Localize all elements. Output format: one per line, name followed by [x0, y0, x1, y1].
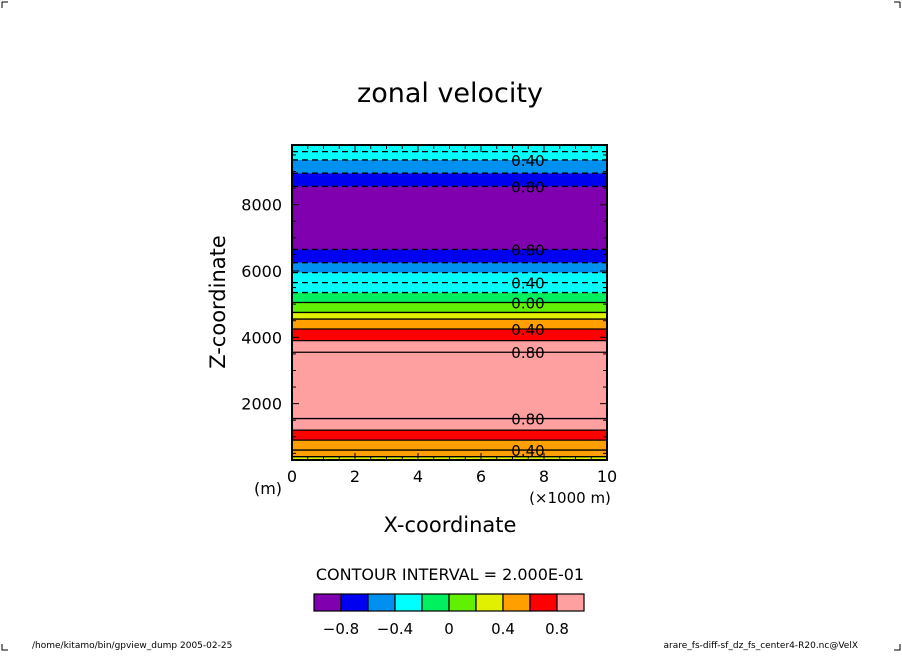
- x-tick-labels: 0 2 4 6 8 10: [287, 467, 617, 486]
- x-tick-label: 4: [413, 467, 423, 486]
- colorbar-swatch: [367, 593, 396, 612]
- x-tick-label: 10: [597, 467, 617, 486]
- colorbar-swatch: [475, 593, 504, 612]
- contour-band: [292, 302, 607, 313]
- contour-label: 0.40: [511, 442, 544, 460]
- contour-label: 0.80: [511, 178, 544, 196]
- x-scale-label: (×1000 m): [529, 489, 611, 507]
- corner-mark-bottom-left: [1, 644, 8, 651]
- contour-band: [292, 292, 607, 303]
- contour-band: [292, 418, 607, 431]
- contour-label: 0.40: [511, 275, 544, 293]
- x-unit-label: (m): [254, 479, 282, 498]
- y-tick-label: 8000: [241, 196, 282, 215]
- contour-band: [292, 282, 607, 293]
- x-tick-label: 8: [539, 467, 549, 486]
- plot-frame: [291, 144, 608, 461]
- contour-label: 0.00: [511, 295, 544, 313]
- contour-label: 0.80: [511, 344, 544, 362]
- colorbar-swatch: [556, 593, 585, 612]
- contour-band: [292, 440, 607, 451]
- corner-mark-top-left: [1, 1, 8, 8]
- colorbar-swatch: [502, 593, 531, 612]
- contour-band: [292, 352, 607, 419]
- footer-right: arare_fs-diff-sf_dz_fs_center4-R20.nc@Ve…: [664, 641, 859, 651]
- y-tick-label: 2000: [241, 395, 282, 414]
- corner-mark-top-right: [894, 1, 901, 8]
- contour-label: 0.80: [511, 411, 544, 429]
- colorbar-swatch: [313, 593, 342, 612]
- colorbar-swatch: [340, 593, 369, 612]
- x-tick-label: 0: [287, 467, 297, 486]
- y-tick-labels: 2000 4000 6000 8000: [241, 196, 282, 414]
- x-tick-label: 6: [476, 467, 486, 486]
- contour-band: [292, 173, 607, 187]
- contour-bands: [292, 145, 607, 460]
- footer-left: /home/kitamo/bin/gpview_dump 2005-02-25: [32, 641, 232, 651]
- contour-labels: 0.40 0.80 0.80 0.40 0.00 0.40 0.80 0.80 0.40: [511, 152, 544, 460]
- colorbar-tick-label: −0.8: [323, 620, 359, 638]
- colorbar-tick-label: 0.8: [545, 620, 569, 638]
- contour-band: [292, 340, 607, 353]
- contour-band: [292, 319, 607, 330]
- colorbar-swatch: [421, 593, 450, 612]
- x-axis-label: X-coordinate: [384, 513, 517, 537]
- y-tick-label: 4000: [241, 328, 282, 347]
- colorbar-swatch: [529, 593, 558, 612]
- contour-interval-text: CONTOUR INTERVAL = 2.000E-01: [316, 565, 584, 584]
- contour-band: [292, 186, 607, 250]
- y-tick-label: 6000: [241, 262, 282, 281]
- colorbar-swatch: [394, 593, 423, 612]
- colorbar-tick-label: −0.4: [377, 620, 413, 638]
- chart-title: zonal velocity: [357, 78, 543, 109]
- contour-band: [292, 450, 607, 457]
- x-tick-label: 2: [350, 467, 360, 486]
- corner-mark-bottom-right: [894, 644, 901, 651]
- contour-lines: [292, 150, 607, 458]
- y-axis-label: Z-coordinate: [206, 235, 230, 369]
- contour-band: [292, 430, 607, 441]
- colorbar-tick-label: 0.4: [491, 620, 515, 638]
- contour-band: [292, 329, 607, 341]
- colorbar-tick-labels: −0.8 −0.4 0 0.4 0.8: [323, 620, 569, 638]
- colorbar-tick-label: 0: [444, 620, 454, 638]
- contour-label: 0.40: [511, 321, 544, 339]
- contour-band: [292, 262, 607, 273]
- contour-band: [292, 312, 607, 320]
- contour-label: 0.80: [511, 241, 544, 259]
- colorbar-swatch: [448, 593, 477, 612]
- colorbar: [313, 593, 585, 612]
- contour-band: [292, 249, 607, 263]
- contour-label: 0.40: [511, 152, 544, 170]
- contour-band: [292, 272, 607, 283]
- contour-band: [292, 159, 607, 174]
